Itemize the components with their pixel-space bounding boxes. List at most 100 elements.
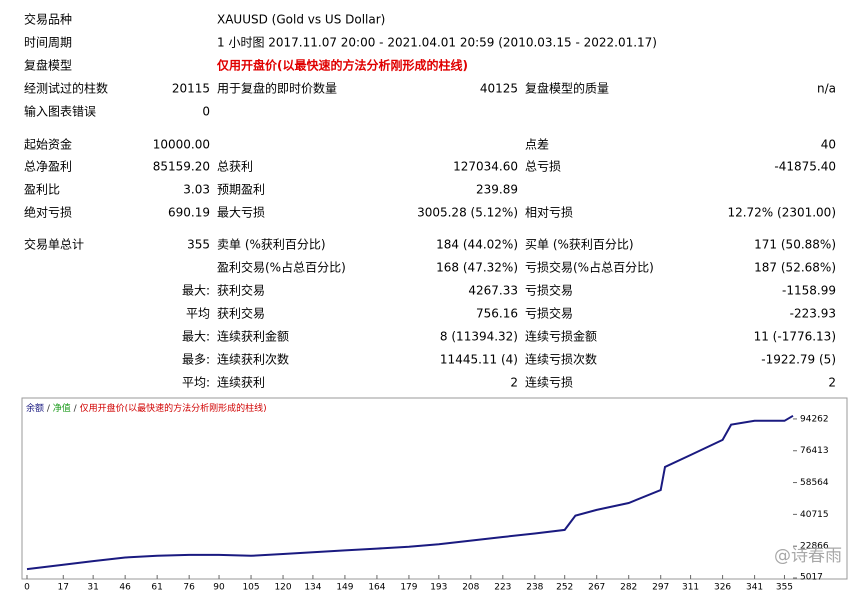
value2: 127034.60 (453, 160, 518, 174)
value: 平均 (186, 307, 210, 321)
value: 平均: (182, 376, 210, 390)
y-tick-label: 22866 (800, 542, 829, 552)
label3: 连续亏损金额 (525, 329, 597, 344)
label: 复盘模型 (24, 58, 72, 73)
x-tick-label: 134 (304, 583, 321, 593)
label2: 最大亏损 (217, 206, 265, 220)
x-tick-label: 120 (274, 583, 291, 593)
legend-entry: 余额 (26, 402, 44, 414)
value2: 8 (11394.32) (440, 330, 518, 344)
y-tick-label: 94262 (800, 414, 829, 424)
label2: 总获利 (217, 160, 253, 174)
x-tick-label: 282 (620, 583, 637, 593)
value2: 184 (44.02%) (436, 238, 518, 252)
x-tick-label: 297 (652, 583, 669, 593)
label: 时间周期 (24, 36, 72, 50)
value3: 12.72% (2301.00) (727, 206, 836, 220)
value3: n/a (817, 82, 836, 96)
value2: 239.89 (476, 183, 518, 197)
label3: 总亏损 (525, 160, 561, 174)
value2: 4267.33 (468, 284, 518, 298)
label3: 相对亏损 (525, 206, 573, 220)
value: 3.03 (183, 183, 210, 197)
x-tick-label: 31 (87, 583, 98, 593)
label2: 盈利交易(%占总百分比) (217, 260, 346, 275)
label2: 用于复盘的即时价数量 (217, 81, 337, 96)
y-tick-label: 40715 (800, 510, 829, 520)
value2: 756.16 (476, 307, 518, 321)
value3: 171 (50.88%) (754, 238, 836, 252)
chart-frame (21, 397, 848, 580)
value: 20115 (172, 82, 210, 96)
label2: 获利交易 (217, 306, 265, 321)
value3: 2 (828, 376, 836, 390)
legend-entry: 仅用开盘价(以最快速的方法分析刚形成的柱线) (80, 402, 267, 414)
label2: 卖单 (%获利百分比) (217, 238, 326, 252)
x-tick-label: 267 (588, 583, 605, 593)
legend: 余额 / 净值 / 仅用开盘价(以最快速的方法分析刚形成的柱线) (26, 402, 267, 414)
label: 盈利比 (24, 183, 60, 197)
label: 经测试过的柱数 (24, 81, 108, 96)
label2: 连续获利金额 (217, 329, 289, 344)
x-tick-label: 238 (526, 583, 543, 593)
value: 0 (202, 105, 210, 119)
label2: 连续获利 (217, 375, 265, 390)
value3: 40 (821, 138, 836, 152)
value: 最大: (182, 330, 210, 344)
separator: / (44, 404, 53, 414)
label3: 亏损交易 (525, 283, 573, 298)
x-tick-label: 326 (714, 583, 731, 593)
watermark: @诗春雨 (774, 546, 842, 566)
label3: 买单 (%获利百分比) (525, 238, 634, 252)
value2: 2 (510, 376, 518, 390)
value3: -223.93 (790, 307, 836, 321)
label3: 点差 (525, 138, 549, 152)
y-tick-label: 5017 (800, 573, 823, 583)
value: 10000.00 (153, 138, 210, 152)
value3: 11 (-1776.13) (754, 330, 836, 344)
info: 1 小时图 2017.11.07 20:00 - 2021.04.01 20:5… (217, 36, 657, 50)
value: 690.19 (168, 206, 210, 220)
label3: 亏损交易 (525, 306, 573, 321)
x-tick-label: 46 (119, 583, 131, 593)
x-tick-label: 355 (776, 583, 793, 593)
x-tick-label: 341 (746, 583, 763, 593)
x-tick-label: 252 (556, 583, 573, 593)
value2: 3005.28 (5.12%) (417, 206, 518, 220)
value: 最多: (182, 353, 210, 367)
x-tick-label: 311 (682, 583, 699, 593)
label: 起始资金 (24, 137, 72, 152)
x-tick-label: 0 (24, 583, 30, 593)
label: 绝对亏损 (24, 205, 72, 220)
label: 交易单总计 (24, 237, 84, 252)
label3: 连续亏损次数 (525, 352, 597, 367)
x-tick-label: 105 (242, 583, 259, 593)
label2: 获利交易 (217, 283, 265, 298)
label2: 预期盈利 (217, 183, 265, 197)
label2: 连续获利次数 (217, 352, 289, 367)
value: 最大: (182, 284, 210, 298)
value3: -1922.79 (5) (761, 353, 836, 367)
x-tick-label: 208 (462, 583, 479, 593)
x-tick-label: 193 (430, 583, 447, 593)
value: 355 (187, 238, 210, 252)
value: 85159.20 (153, 160, 210, 174)
y-tick-label: 76413 (800, 446, 829, 456)
info-red: 仅用开盘价(以最快速的方法分析刚形成的柱线) (216, 58, 468, 73)
label: 交易品种 (24, 12, 72, 27)
x-tick-label: 61 (151, 583, 162, 593)
info: XAUUSD (Gold vs US Dollar) (217, 13, 385, 27)
value2: 40125 (480, 82, 518, 96)
value3: -41875.40 (774, 160, 836, 174)
value3: 187 (52.68%) (754, 261, 836, 275)
label3: 连续亏损 (525, 375, 573, 390)
label3: 复盘模型的质量 (525, 81, 609, 96)
x-tick-label: 223 (494, 583, 511, 593)
value2: 168 (47.32%) (436, 261, 518, 275)
x-tick-label: 164 (368, 583, 385, 593)
balance-line (26, 414, 794, 571)
separator: / (71, 404, 80, 414)
x-tick-label: 179 (400, 583, 417, 593)
label: 输入图表错误 (24, 104, 96, 119)
